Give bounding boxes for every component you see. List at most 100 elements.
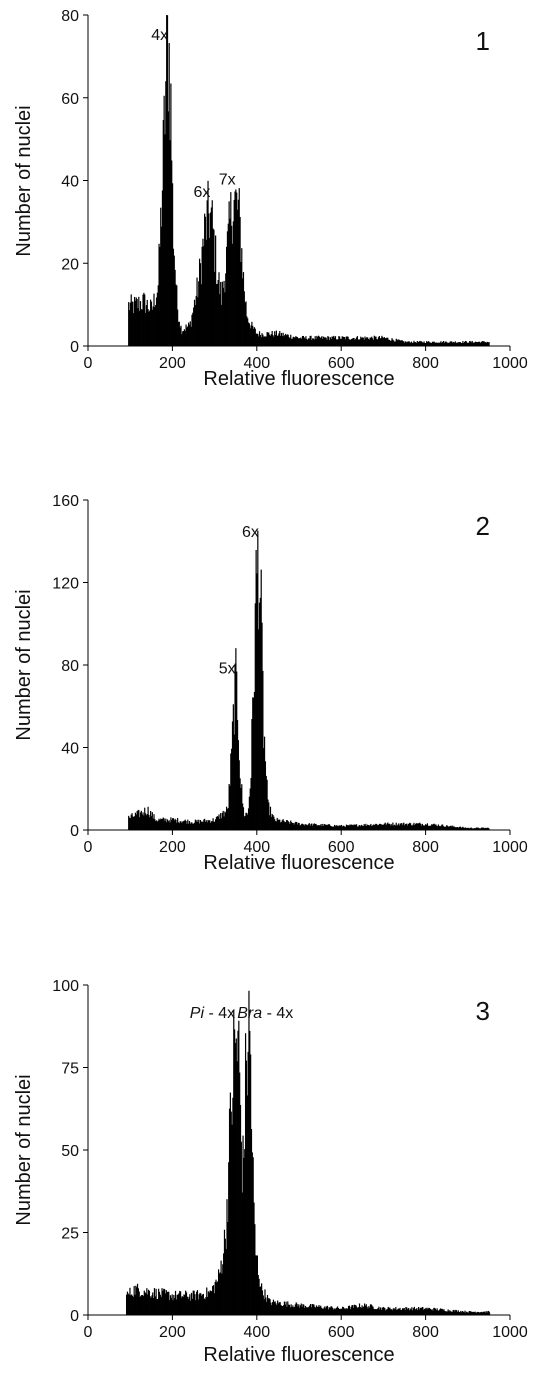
histogram-bar bbox=[245, 301, 247, 346]
histogram-bar bbox=[340, 338, 342, 346]
histogram-bar bbox=[398, 1308, 400, 1315]
histogram-bar bbox=[450, 341, 452, 346]
histogram-bar bbox=[166, 1292, 168, 1315]
histogram-bar bbox=[204, 1299, 206, 1315]
histogram-bar bbox=[333, 1308, 335, 1315]
histogram-bar bbox=[327, 336, 329, 346]
histogram-bar bbox=[436, 826, 439, 830]
histogram-bar bbox=[262, 334, 264, 346]
y-tick-label: 100 bbox=[52, 978, 79, 995]
histogram-bar bbox=[287, 821, 289, 830]
histogram-bar bbox=[438, 1310, 440, 1315]
histogram-bar bbox=[309, 335, 311, 346]
histogram-bar bbox=[305, 336, 307, 346]
histogram-bar bbox=[150, 816, 153, 830]
histogram-bar bbox=[428, 1308, 430, 1315]
histogram-bar bbox=[236, 209, 239, 346]
histogram-bar bbox=[229, 1092, 231, 1315]
histogram-bar bbox=[277, 1300, 279, 1315]
histogram-bar bbox=[242, 807, 245, 830]
histogram-bar bbox=[359, 825, 361, 830]
histogram-bar bbox=[339, 336, 341, 346]
histogram-bar bbox=[353, 1304, 356, 1315]
histogram-bar bbox=[388, 339, 390, 346]
histogram-bar bbox=[227, 1221, 229, 1315]
histogram-bar bbox=[293, 337, 295, 346]
histogram-bar bbox=[129, 302, 131, 346]
histogram-bar bbox=[225, 273, 227, 346]
histogram-bar bbox=[241, 784, 243, 830]
histogram-bar bbox=[484, 828, 486, 830]
histogram-bar bbox=[260, 569, 262, 830]
histogram-bar bbox=[477, 827, 479, 830]
histogram-bar bbox=[331, 1306, 333, 1315]
histogram-bar bbox=[215, 817, 218, 830]
histogram-bar bbox=[290, 820, 292, 830]
histogram-bar bbox=[250, 777, 252, 830]
histogram-bar bbox=[476, 827, 478, 830]
histogram-bar bbox=[439, 1308, 442, 1315]
histogram-bar bbox=[481, 1311, 483, 1315]
histogram-bar bbox=[379, 1309, 381, 1315]
histogram-bar bbox=[147, 1289, 150, 1315]
histogram-bar bbox=[296, 1303, 298, 1315]
histogram-bar bbox=[363, 1303, 366, 1315]
histogram-bar bbox=[153, 293, 155, 346]
histogram-bar bbox=[376, 824, 378, 830]
histogram-bar bbox=[406, 1307, 408, 1315]
histogram-bar bbox=[358, 825, 360, 830]
histogram-bar bbox=[411, 1307, 413, 1315]
histogram-bar bbox=[440, 1308, 442, 1315]
histogram-bar bbox=[358, 340, 360, 346]
histogram-bar bbox=[236, 1061, 238, 1315]
histogram-bar bbox=[179, 821, 181, 830]
histogram-bar bbox=[312, 338, 314, 346]
histogram-bar bbox=[233, 734, 235, 830]
histogram-bar bbox=[185, 324, 187, 346]
histogram-bar bbox=[295, 821, 297, 830]
histogram-bar bbox=[163, 95, 165, 347]
histogram-bar bbox=[173, 255, 175, 346]
histogram-bar bbox=[152, 818, 154, 830]
histogram-bar bbox=[369, 1307, 371, 1315]
histogram-bar bbox=[384, 822, 386, 830]
peak-label: Bra - 4x bbox=[237, 1005, 293, 1022]
histogram-bar bbox=[230, 753, 232, 830]
histogram-bar bbox=[226, 231, 229, 346]
histogram-bar bbox=[204, 213, 206, 346]
histogram-bar bbox=[246, 1095, 248, 1315]
histogram-bar bbox=[474, 342, 476, 346]
histogram-bar bbox=[486, 341, 488, 346]
histogram-bar bbox=[261, 1283, 263, 1315]
histogram-bar bbox=[458, 826, 461, 830]
histogram-bar bbox=[425, 824, 427, 830]
histogram-bar bbox=[350, 824, 353, 830]
histogram-bar bbox=[351, 824, 353, 830]
histogram-bar bbox=[479, 1312, 481, 1315]
histogram-bar bbox=[303, 1304, 305, 1315]
histogram-bar bbox=[196, 1290, 199, 1315]
histogram-bar bbox=[363, 339, 365, 346]
histogram-bar bbox=[148, 1290, 150, 1315]
histogram-bar bbox=[391, 338, 393, 346]
histogram-bar bbox=[350, 339, 353, 346]
histogram-bar bbox=[420, 825, 423, 830]
histogram-bar bbox=[345, 824, 348, 830]
histogram-bar bbox=[166, 15, 168, 346]
histogram-bar bbox=[297, 822, 299, 830]
histogram-bar bbox=[440, 341, 442, 346]
histogram-bar bbox=[304, 1307, 306, 1315]
histogram-bar bbox=[392, 822, 394, 830]
histogram-bar bbox=[201, 821, 203, 830]
histogram-bar bbox=[232, 221, 234, 346]
histogram-bar bbox=[135, 297, 137, 346]
histogram-bar bbox=[388, 339, 391, 346]
histogram-bar bbox=[269, 806, 272, 830]
histogram-bar bbox=[324, 337, 326, 346]
histogram-bar bbox=[205, 1296, 207, 1315]
histogram-bar bbox=[125, 1294, 128, 1315]
histogram-bar bbox=[218, 272, 220, 346]
histogram-bar bbox=[157, 285, 159, 346]
histogram-bar bbox=[372, 340, 375, 346]
histogram-bar bbox=[158, 243, 160, 346]
